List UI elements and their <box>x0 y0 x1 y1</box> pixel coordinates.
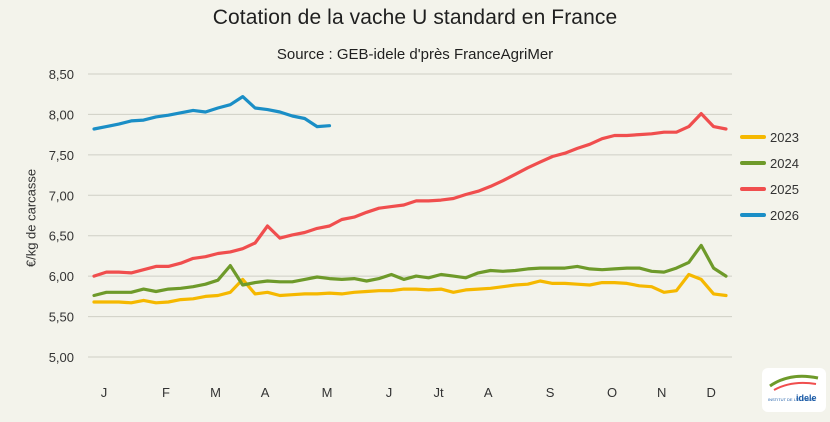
legend-swatch <box>740 213 766 217</box>
legend-item: 2026 <box>740 202 799 228</box>
y-tick-label: 7,00 <box>49 188 74 203</box>
x-tick-label: O <box>607 385 617 400</box>
x-tick-label: M <box>210 385 221 400</box>
idele-logo: INSTITUT DE L'ÉLEVAGE idele <box>762 368 826 412</box>
y-tick-labels: 5,00 5,50 6,00 6,50 7,00 7,50 8,00 8,50 <box>49 67 74 365</box>
x-tick-label: D <box>707 385 716 400</box>
x-tick-label: A <box>261 385 270 400</box>
series-line-2025 <box>92 111 728 278</box>
series-line-2024 <box>92 243 728 298</box>
chart-subtitle: Source : GEB-idele d'près FranceAgriMer <box>276 46 554 63</box>
gridlines <box>88 73 732 358</box>
y-tick-label: 5,00 <box>49 350 74 365</box>
legend-item: 2025 <box>740 176 799 202</box>
x-tick-label: S <box>546 385 555 400</box>
x-tick-label: J <box>386 385 393 400</box>
x-tick-label: A <box>484 385 493 400</box>
legend-item: 2024 <box>740 150 799 176</box>
x-tick-label: Jt <box>434 385 445 400</box>
x-tick-label: N <box>657 385 666 400</box>
legend-swatch <box>740 187 766 191</box>
chart-title: Cotation de la vache U standard en Franc… <box>212 6 618 29</box>
series-lines <box>92 94 728 305</box>
legend-label: 2024 <box>770 155 799 171</box>
y-tick-label: 6,50 <box>49 229 74 244</box>
legend-swatch <box>740 135 766 139</box>
y-tick-label: 7,50 <box>49 148 74 163</box>
series-line-2026 <box>92 94 332 131</box>
x-tick-labels: J F M A M J Jt A S O N D <box>101 385 716 400</box>
series-line-2023 <box>92 272 728 305</box>
y-tick-label: 8,50 <box>49 67 74 82</box>
legend-item: 2023 <box>740 124 799 150</box>
x-tick-label: M <box>322 385 333 400</box>
x-tick-label: F <box>162 385 170 400</box>
logo-text: idele <box>796 393 817 403</box>
legend-label: 2025 <box>770 181 799 197</box>
x-tick-label: J <box>101 385 108 400</box>
y-tick-label: 5,50 <box>49 310 74 325</box>
legend-label: 2023 <box>770 129 799 145</box>
legend-label: 2026 <box>770 207 799 223</box>
logo-swoosh-red <box>773 381 817 391</box>
logo-swoosh-green <box>769 374 819 388</box>
legend: 2023 2024 2025 2026 <box>740 124 799 228</box>
y-tick-label: 8,00 <box>49 107 74 122</box>
legend-swatch <box>740 161 766 165</box>
logo-small-text: INSTITUT DE L'ÉLEVAGE <box>768 397 815 402</box>
y-tick-label: 6,00 <box>49 269 74 284</box>
